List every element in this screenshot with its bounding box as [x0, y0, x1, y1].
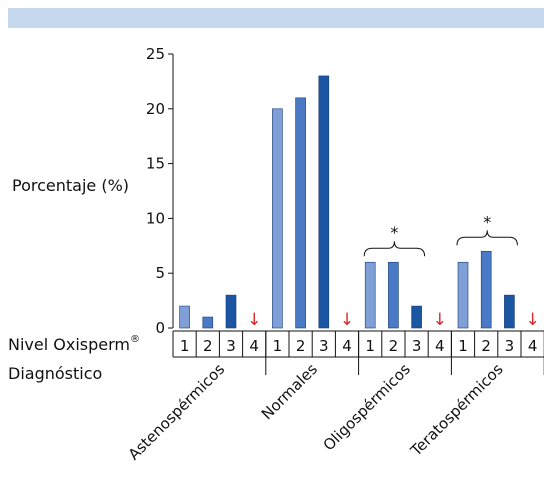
row-label-nivel: Nivel Oxisperm® — [8, 333, 140, 354]
bar-3-1 — [364, 261, 376, 329]
level-label: 1 — [458, 337, 468, 355]
significance-bracket — [456, 230, 518, 246]
bar-3-2 — [388, 261, 399, 329]
level-label: 3 — [412, 337, 422, 355]
level-label: 3 — [319, 337, 329, 355]
level-label: 2 — [296, 337, 306, 355]
row-label-nivel-text: Nivel Oxisperm — [8, 335, 130, 354]
bar-4-3 — [504, 294, 515, 329]
significance-star: * — [483, 212, 491, 231]
level-label: 2 — [203, 337, 213, 355]
header-band — [8, 8, 544, 28]
red-down-arrow: ↓ — [525, 310, 539, 330]
bar-4-2 — [480, 250, 492, 329]
bar-1-1 — [179, 305, 190, 329]
level-label: 1 — [273, 337, 283, 355]
red-down-arrow: ↓ — [340, 310, 354, 330]
red-down-arrow: ↓ — [247, 310, 261, 330]
red-down-arrow: ↓ — [433, 310, 447, 330]
level-label: 2 — [389, 337, 399, 355]
level-label: 3 — [505, 337, 515, 355]
bar-4-1 — [457, 261, 469, 329]
group-label: Astenospérmicos — [125, 360, 229, 464]
row-label-diagnostico: Diagnóstico — [8, 364, 103, 383]
bar-1-3 — [225, 294, 237, 329]
bar-2-2 — [295, 97, 306, 329]
significance-star: * — [390, 223, 398, 242]
level-label: 4 — [249, 337, 259, 355]
y-tick-label: 25 — [146, 45, 165, 63]
bar-3-3 — [411, 305, 422, 329]
y-axis-label: Porcentaje (%) — [12, 176, 130, 195]
level-label: 1 — [365, 337, 375, 355]
level-label: 1 — [180, 337, 190, 355]
y-tick-label: 5 — [155, 264, 165, 282]
level-label: 3 — [226, 337, 236, 355]
level-label: 4 — [342, 337, 352, 355]
level-label: 2 — [481, 337, 491, 355]
significance-bracket — [363, 241, 426, 257]
bar-1-2 — [202, 316, 214, 329]
group-label: Normales — [258, 360, 321, 423]
y-tick-label: 20 — [146, 100, 165, 118]
group-label: Teratospérmicos — [406, 360, 506, 460]
level-label: 4 — [435, 337, 445, 355]
level-label: 4 — [528, 337, 538, 355]
y-tick-label: 10 — [146, 209, 165, 227]
registered-mark: ® — [129, 333, 140, 345]
y-tick-label: 15 — [146, 155, 165, 173]
bar-2-3 — [318, 75, 330, 329]
y-tick-label: 0 — [155, 319, 165, 337]
group-label: Oligospérmicos — [320, 360, 414, 454]
bar-2-1 — [272, 108, 283, 329]
